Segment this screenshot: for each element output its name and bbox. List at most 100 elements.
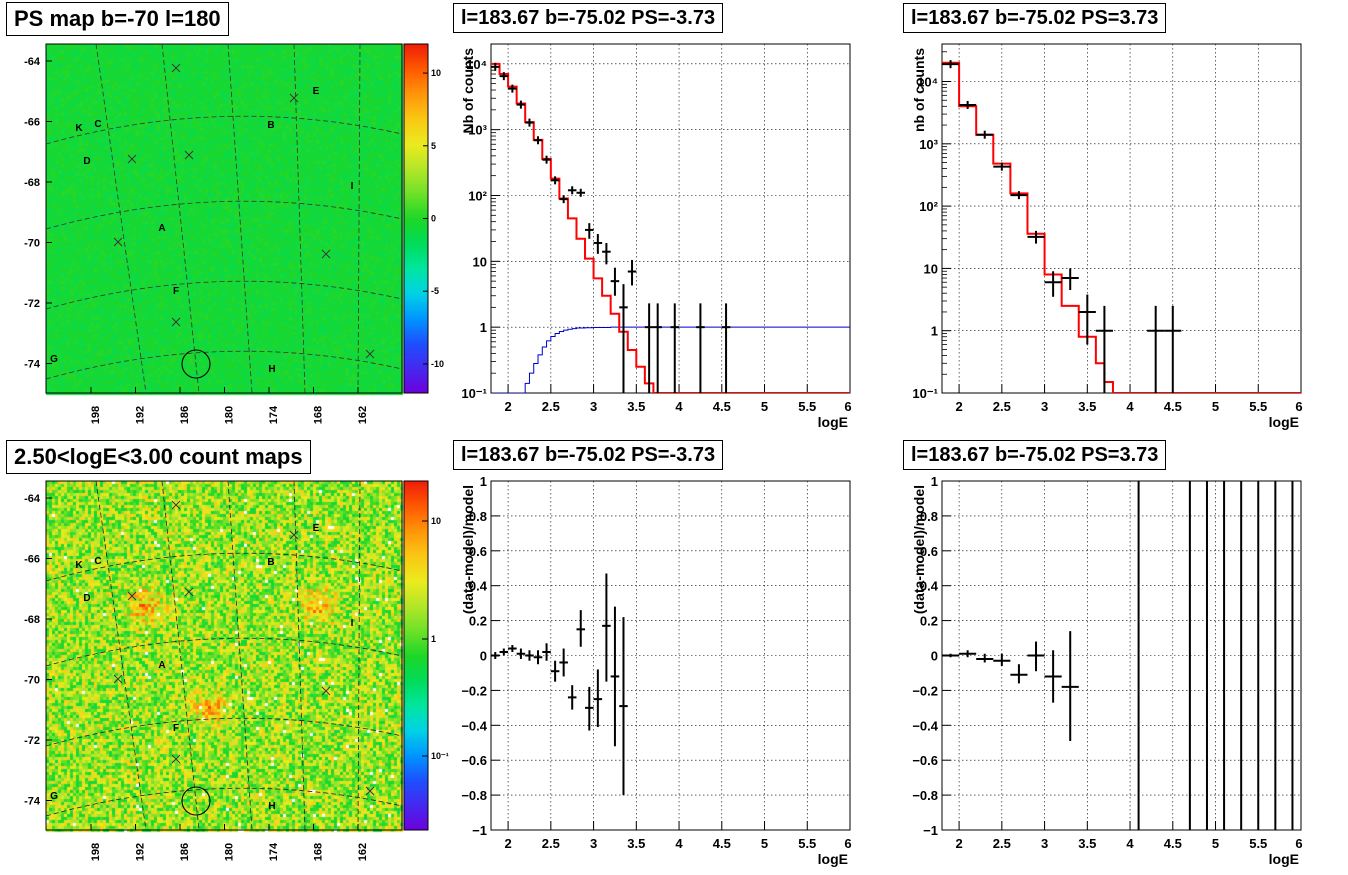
- y-tick-label: −0.6: [912, 753, 938, 768]
- x-tick-label: 4: [1126, 836, 1134, 851]
- graticule-meridian: [95, 43, 147, 394]
- map-x-tick-label: 198: [90, 406, 102, 424]
- source-label-f: F: [173, 286, 179, 297]
- map-y-tick-label: -72: [24, 298, 40, 310]
- y-tick-label: 10⁻¹: [461, 386, 487, 401]
- plot-marks: [942, 481, 1294, 830]
- source-label-f: F: [173, 723, 179, 734]
- source-label-h: H: [268, 801, 275, 812]
- map-top-title: PS map b=-70 l=180: [6, 2, 229, 36]
- map-x-tick-label: 168: [313, 843, 325, 861]
- graticule-parallel: [45, 552, 403, 582]
- x-tick-label: 5: [761, 399, 768, 414]
- source-label-i: I: [351, 181, 354, 192]
- map-y-tick-label: -68: [24, 177, 40, 189]
- source-cross-marker: [127, 591, 137, 601]
- x-tick-label: 2.5: [542, 399, 560, 414]
- map-x-tick-label: 186: [179, 406, 191, 424]
- source-cross-marker: [321, 686, 331, 696]
- y-tick-label: 1: [931, 324, 938, 339]
- y-tick-label: 0.6: [469, 544, 487, 559]
- y-tick-label: 0.2: [469, 614, 487, 629]
- x-tick-label: 6: [1295, 836, 1302, 851]
- map-y-tick-label: -64: [24, 56, 41, 68]
- plot-marks: [491, 573, 628, 796]
- y-tick-label: 0.4: [920, 579, 939, 594]
- map-y-tick-label: -74: [24, 359, 41, 371]
- exposure-curve: [491, 326, 850, 393]
- source-cross-marker: [365, 349, 375, 359]
- y-tick-label: −0.4: [461, 718, 487, 733]
- graticule-meridian: [227, 43, 253, 394]
- y-tick-label: −0.8: [912, 788, 938, 803]
- source-cross-marker: [113, 674, 123, 684]
- colorbar-tick-label: -5: [431, 286, 439, 296]
- spectrum-left-title: l=183.67 b=-75.02 PS=-3.73: [453, 3, 724, 33]
- y-tick-label: 0: [480, 649, 487, 664]
- source-label-c: C: [94, 119, 101, 130]
- y-tick-label: 10: [473, 254, 487, 269]
- source-label-a: A: [158, 223, 165, 234]
- roi-circle: [181, 786, 211, 816]
- y-tick-label: −0.6: [461, 753, 487, 768]
- plot-marks: [942, 60, 1301, 393]
- y-tick-label: 0.8: [469, 509, 487, 524]
- colorbar-tick-label: 10⁻¹: [431, 751, 449, 761]
- colorbar-tick-label: 5: [431, 141, 436, 151]
- graticule-meridian: [293, 480, 306, 831]
- x-axis-title: logE: [1269, 851, 1299, 867]
- source-cross-marker: [113, 237, 123, 247]
- y-tick-label: 10⁴: [466, 57, 487, 72]
- colorbar-tick-label: 1: [431, 634, 436, 644]
- graticule-meridian: [293, 43, 306, 394]
- source-label-b: B: [267, 557, 274, 568]
- x-tick-label: 6: [1295, 399, 1302, 414]
- source-cross-marker: [289, 530, 299, 540]
- colorbar-tick-label: 0: [431, 214, 436, 224]
- y-tick-label: −0.8: [461, 788, 487, 803]
- source-label-g: G: [50, 354, 58, 365]
- map-x-tick-label: 192: [135, 843, 147, 861]
- graticule-parallel: [45, 787, 403, 817]
- x-axis-title: logE: [818, 414, 848, 430]
- colorbar-frame: [403, 480, 429, 831]
- x-tick-label: 5: [1212, 399, 1219, 414]
- y-axis-title: Nb of counts: [460, 48, 476, 134]
- colorbar-tick-label: 10: [431, 516, 441, 526]
- y-tick-label: 1: [480, 474, 487, 489]
- map-y-tick-label: -70: [24, 675, 40, 687]
- graticule-parallel: [45, 350, 403, 380]
- source-cross-marker: [184, 587, 194, 597]
- y-tick-label: 10⁻¹: [912, 386, 938, 401]
- x-tick-label: 4.5: [713, 399, 731, 414]
- spectrum-right-title: l=183.67 b=-75.02 PS=3.73: [903, 3, 1167, 33]
- graticule-meridian: [227, 480, 253, 831]
- graticule-parallel: [45, 637, 403, 667]
- source-cross-marker: [171, 500, 181, 510]
- source-label-d: D: [83, 593, 90, 604]
- source-cross-marker: [365, 786, 375, 796]
- y-tick-label: 0: [931, 649, 938, 664]
- map-x-tick-label: 162: [357, 843, 369, 861]
- source-label-k: K: [75, 560, 83, 571]
- y-axis-title: (data-model)/model: [460, 485, 476, 614]
- x-tick-label: 2.5: [542, 836, 560, 851]
- source-cross-marker: [321, 249, 331, 259]
- plot-frame: [490, 43, 851, 394]
- roi-circle: [181, 349, 211, 379]
- map-x-tick-label: 192: [135, 406, 147, 424]
- map-x-tick-label: 186: [179, 843, 191, 861]
- source-label-e: E: [313, 523, 320, 534]
- x-tick-label: 4: [675, 836, 683, 851]
- x-axis-title: logE: [818, 851, 848, 867]
- y-tick-label: 0.4: [469, 579, 488, 594]
- x-tick-label: 3.5: [1078, 836, 1096, 851]
- model-histogram: [942, 61, 1301, 393]
- map-x-tick-label: 168: [313, 406, 325, 424]
- y-tick-label: 10²: [919, 199, 938, 214]
- source-cross-marker: [184, 150, 194, 160]
- source-label-b: B: [267, 120, 274, 131]
- x-tick-label: 2.5: [993, 399, 1011, 414]
- x-tick-label: 3.5: [627, 399, 645, 414]
